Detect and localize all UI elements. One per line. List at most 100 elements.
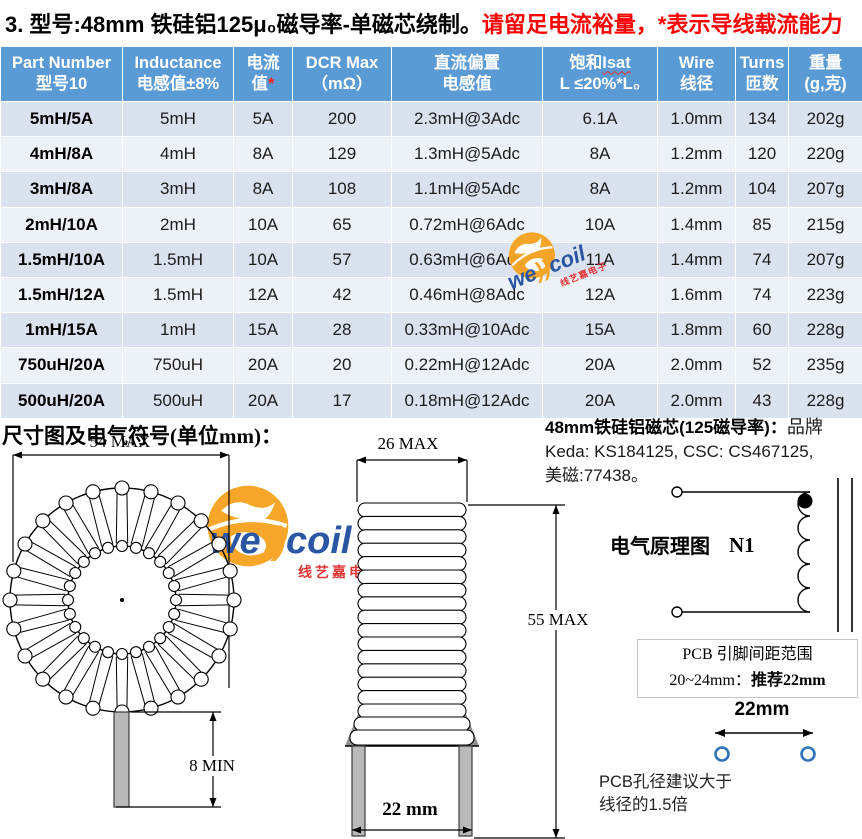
- table-cell: 228g: [788, 312, 862, 349]
- table-cell: 1.6mm: [657, 276, 736, 314]
- table-cell: 500uH/20A: [0, 382, 123, 419]
- table-cell: 28: [292, 312, 392, 349]
- table-cell: 1.0mm: [657, 100, 736, 138]
- table-row: 500uH/20A 500uH 20A 17 0.18mH@12Adc 20A 2.0mm 4…: [0, 382, 862, 419]
- title-warning: 请留足电流裕量，*表示导线载流能力: [481, 12, 843, 37]
- table-cell: 20: [292, 347, 392, 384]
- table-cell: 17: [292, 382, 392, 419]
- table-cell: 1.1mH@5Adc: [391, 171, 543, 208]
- table-cell: 4mH/8A: [0, 136, 123, 173]
- winding-label: N1: [729, 533, 755, 557]
- toroid-side-view-drawing: [345, 456, 600, 839]
- table-cell: 65: [292, 206, 392, 243]
- table-cell: 10A: [233, 241, 293, 278]
- table-cell: 1.5mH/12A: [0, 276, 123, 314]
- toroid-front-view-drawing: [5, 451, 255, 830]
- table-cell: 8A: [542, 136, 658, 173]
- table-cell: 215g: [788, 206, 862, 243]
- pcb-pitch-value: 22mm: [734, 699, 790, 720]
- table-cell: 20A: [233, 382, 293, 419]
- table-cell: 0.46mH@8Adc: [391, 276, 543, 314]
- dim-pin-length: 8 MIN: [180, 756, 244, 776]
- table-row: 3mH/8A 3mH 8A 108 1.1mH@5Adc 8A 1.2mm 104 207g: [0, 171, 862, 208]
- col-header-part-number: Part Number 型号10: [0, 46, 123, 102]
- table-cell: 74: [735, 276, 789, 314]
- table-cell: 20A: [542, 382, 658, 419]
- col-header-wire: Wire 线径: [657, 46, 736, 102]
- inductor-schematic-drawing: [600, 470, 862, 640]
- col-header-inductance: Inductance 电感值±8%: [122, 46, 234, 102]
- table-cell: 8A: [233, 136, 293, 173]
- table-cell: 3mH/8A: [0, 171, 123, 208]
- col-header-current: 电流 值*: [233, 46, 293, 102]
- dim-side-height: 55 MAX: [524, 610, 592, 630]
- core-info-brands2: 美磁:77438。: [545, 466, 648, 485]
- table-cell: 1.5mH: [122, 241, 234, 278]
- title-main: 3. 型号:48mm 铁硅铝125μ₀磁导率-单磁芯绕制。: [5, 12, 482, 37]
- table-cell: 120: [735, 136, 789, 173]
- table-cell: 228g: [788, 382, 862, 419]
- dim-front-width: 54 MAX: [89, 432, 151, 451]
- polarity-dot: [797, 493, 813, 509]
- dimension-section-title: 尺寸图及电气符号(单位mm)：: [2, 424, 282, 448]
- table-cell: 1.3mH@5Adc: [391, 136, 543, 173]
- table-cell: 1.2mm: [657, 171, 736, 208]
- table-cell: 2mH: [122, 206, 234, 243]
- globe-icon: [508, 232, 555, 279]
- table-cell: 2mH/10A: [0, 206, 123, 243]
- page-title: 3. 型号:48mm 铁硅铝125μ₀磁导率-单磁芯绕制。请留足电流裕量，*表示…: [5, 7, 842, 39]
- table-cell: 60: [735, 312, 789, 349]
- table-cell: 52: [735, 347, 789, 384]
- table-cell: 1.5mH: [122, 276, 234, 314]
- core-info-brands: Keda: KS184125, CSC: CS467125,: [545, 442, 814, 461]
- table-row: 2mH/10A 2mH 10A 65 0.72mH@6Adc 10A 1.4mm 85 215g: [0, 206, 862, 243]
- table-row: 750uH/20A 750uH 20A 20 0.22mH@12Adc 20A 2.0mm 5…: [0, 347, 862, 384]
- dim-side-width: 26 MAX: [377, 434, 439, 453]
- table-cell: 235g: [788, 347, 862, 384]
- table-cell: 20A: [542, 347, 658, 384]
- col-header-weight: 重量 (g,克): [788, 46, 862, 102]
- table-cell: 8A: [233, 171, 293, 208]
- spec-table: Part Number 型号10 Inductance 电感值±8% 电流 值* DC…: [0, 46, 862, 419]
- pcb-hole-note: PCB孔径建议大于 线径的1.5倍: [599, 773, 732, 814]
- table-cell: 202g: [788, 100, 862, 138]
- table-cell: 20A: [233, 347, 293, 384]
- table-cell: 0.33mH@10Adc: [391, 312, 543, 349]
- table-cell: 8A: [542, 171, 658, 208]
- table-cell: 5A: [233, 100, 293, 138]
- table-cell: 207g: [788, 171, 862, 208]
- table-cell: 1.5mH/10A: [0, 241, 123, 278]
- pcb-pitch-box: PCB 引脚间距范围 20~24mm：推荐22mm: [637, 639, 858, 698]
- table-cell: 750uH: [122, 347, 234, 384]
- table-cell: 3mH: [122, 171, 234, 208]
- table-cell: 2.0mm: [657, 382, 736, 419]
- table-cell: 5mH: [122, 100, 234, 138]
- col-header-turns: Turns 匝数: [735, 46, 789, 102]
- table-cell: 1mH/15A: [0, 312, 123, 349]
- table-cell: 200: [292, 100, 392, 138]
- current-asterisk: *: [268, 75, 275, 93]
- table-cell: 1mH: [122, 312, 234, 349]
- table-cell: 6.1A: [542, 100, 658, 138]
- table-row: 1.5mH/12A 1.5mH 12A 42 0.46mH@8Adc 12A 1.6mm 74…: [0, 276, 862, 314]
- col-header-dc-bias: 直流偏置 电感值: [391, 46, 543, 102]
- table-cell: 15A: [542, 312, 658, 349]
- table-cell: 10A: [233, 206, 293, 243]
- table-cell: 750uH/20A: [0, 347, 123, 384]
- table-cell: 5mH/5A: [0, 100, 123, 138]
- table-row: 5mH/5A 5mH 5A 200 2.3mH@3Adc 6.1A 1.0mm 134 202g: [0, 100, 862, 138]
- dim-pin-pitch: 22 mm: [382, 799, 438, 820]
- table-cell: 74: [735, 241, 789, 278]
- table-cell: 134: [735, 100, 789, 138]
- schematic-label: 电气原理图: [610, 536, 710, 558]
- globe-icon: [207, 485, 289, 567]
- table-cell: 500uH: [122, 382, 234, 419]
- table-row: 1mH/15A 1mH 15A 28 0.33mH@10Adc 15A 1.8mm 60 228…: [0, 312, 862, 349]
- table-row: 4mH/8A 4mH 8A 129 1.3mH@5Adc 8A 1.2mm 120 220g: [0, 136, 862, 173]
- table-cell: 10A: [542, 206, 658, 243]
- table-cell: 57: [292, 241, 392, 278]
- table-cell: 220g: [788, 136, 862, 173]
- table-cell: 104: [735, 171, 789, 208]
- pcb-hole-right: [802, 748, 815, 761]
